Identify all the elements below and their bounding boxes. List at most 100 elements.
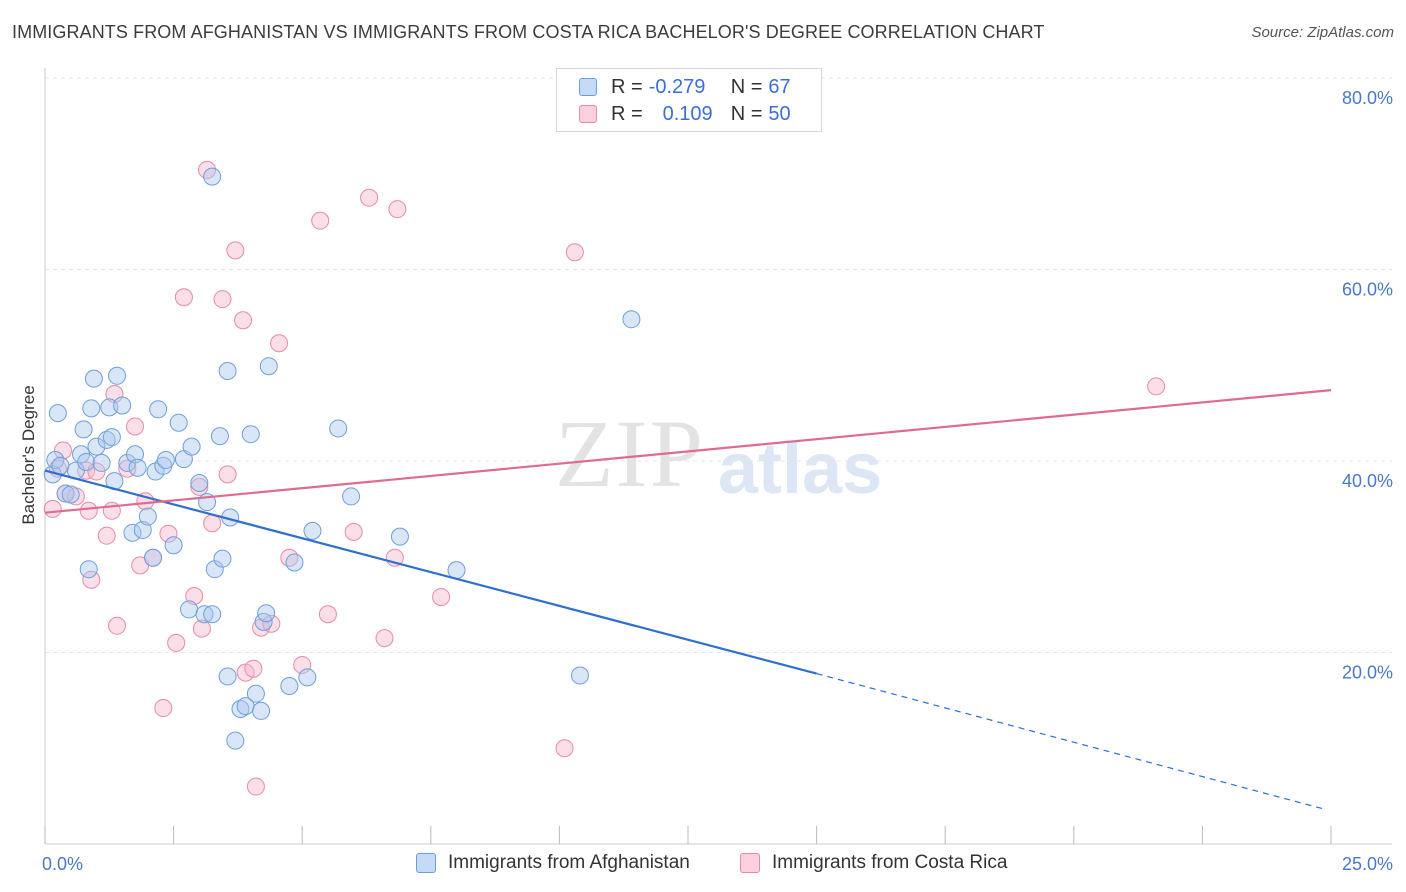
y-tick-label: 60.0% <box>1342 280 1393 300</box>
legend-r-label: R = <box>611 102 643 125</box>
bottom-legend-afghanistan: Immigrants from Afghanistan <box>416 852 690 874</box>
data-point-costa-rica <box>555 739 574 758</box>
data-point-afghanistan <box>226 731 245 750</box>
data-point-afghanistan <box>205 560 224 579</box>
bottom-legend-label: Immigrants from Costa Rica <box>772 852 1008 873</box>
data-point-afghanistan <box>46 451 65 470</box>
bottom-legend-swatch-pink <box>740 853 760 873</box>
y-tick-label: 40.0% <box>1342 471 1393 491</box>
data-point-afghanistan <box>390 527 409 546</box>
y-tick-label: 20.0% <box>1342 663 1393 683</box>
legend-row-costa-rica: R = 0.109 N = 50 <box>579 102 791 126</box>
data-point-afghanistan <box>102 428 121 447</box>
data-point-afghanistan <box>97 430 116 449</box>
data-point-afghanistan <box>133 520 152 539</box>
data-point-costa-rica <box>213 290 232 309</box>
data-point-costa-rica <box>244 659 263 678</box>
data-point-afghanistan <box>74 420 93 439</box>
watermark-zip: ZIP <box>555 400 705 507</box>
data-point-costa-rica <box>192 619 211 638</box>
legend-n-label: N = <box>730 75 763 98</box>
data-point-afghanistan <box>128 458 147 477</box>
data-point-afghanistan <box>180 600 199 619</box>
data-point-afghanistan <box>48 404 67 423</box>
data-point-afghanistan <box>329 419 348 438</box>
data-point-costa-rica <box>246 777 265 796</box>
data-point-costa-rica <box>262 614 281 633</box>
data-point-costa-rica <box>126 417 145 436</box>
legend-swatch-pink <box>579 105 597 123</box>
data-point-costa-rica <box>234 311 253 330</box>
data-point-costa-rica <box>311 211 330 230</box>
data-point-afghanistan <box>210 427 229 446</box>
data-point-afghanistan <box>280 677 299 696</box>
source-label: Source: ZipAtlas.com <box>1251 24 1394 41</box>
data-point-afghanistan <box>195 605 214 624</box>
data-point-costa-rica <box>270 334 289 353</box>
data-point-afghanistan <box>622 310 641 329</box>
data-point-afghanistan <box>82 399 101 418</box>
data-point-afghanistan <box>113 396 132 415</box>
data-point-afghanistan <box>203 605 222 624</box>
data-point-afghanistan <box>303 521 322 540</box>
legend-n-label: N = <box>730 102 763 125</box>
data-point-afghanistan <box>218 667 237 686</box>
bottom-legend-swatch-blue <box>416 853 436 873</box>
legend-r-value: -0.279 <box>648 75 706 98</box>
legend-row-afghanistan: R = -0.279 N = 67 <box>579 75 791 99</box>
data-point-afghanistan <box>51 456 70 475</box>
data-point-afghanistan <box>285 553 304 572</box>
data-point-afghanistan <box>241 425 260 444</box>
data-point-costa-rica <box>344 522 363 541</box>
trend-line-afghanistan-extension <box>816 672 1327 811</box>
trend-line-afghanistan <box>44 469 817 675</box>
data-point-costa-rica <box>280 548 299 567</box>
tick-labels: 20.0% 40.0% 60.0% 80.0% 0.0% 25.0% <box>42 88 1393 874</box>
correlation-legend: R = -0.279 N = 67 R = 0.109 N = 50 <box>556 68 822 132</box>
legend-swatch-blue <box>579 78 597 96</box>
data-point-costa-rica <box>432 587 451 606</box>
series-afghanistan-points <box>43 167 641 750</box>
data-point-costa-rica <box>565 243 584 262</box>
bottom-legend-label: Immigrants from Afghanistan <box>448 852 690 873</box>
data-point-afghanistan <box>123 523 142 542</box>
data-point-costa-rica <box>108 616 127 635</box>
data-point-costa-rica <box>118 459 137 478</box>
watermark-atlas: atlas <box>718 429 883 509</box>
data-point-costa-rica <box>97 526 116 545</box>
bottom-legend-costa-rica: Immigrants from Costa Rica <box>740 852 1007 874</box>
data-point-afghanistan <box>126 445 145 464</box>
data-point-costa-rica <box>388 200 407 219</box>
data-point-costa-rica <box>360 188 379 207</box>
data-point-afghanistan <box>87 437 106 456</box>
data-point-afghanistan <box>203 167 222 186</box>
data-point-afghanistan <box>570 666 589 685</box>
series-costa-rica-points <box>43 160 1166 796</box>
trend-lines <box>44 389 1332 811</box>
data-point-afghanistan <box>108 366 127 385</box>
data-point-afghanistan <box>342 487 361 506</box>
data-point-afghanistan <box>257 604 276 623</box>
data-point-costa-rica <box>190 477 209 496</box>
data-point-afghanistan <box>190 474 209 493</box>
data-point-costa-rica <box>174 288 193 307</box>
data-point-afghanistan <box>164 536 183 555</box>
legend-n-value: 50 <box>768 102 791 125</box>
data-point-costa-rica <box>185 587 204 606</box>
data-point-afghanistan <box>246 684 265 703</box>
data-point-afghanistan <box>447 561 466 580</box>
data-point-afghanistan <box>213 549 232 568</box>
data-point-afghanistan <box>61 485 80 504</box>
data-point-costa-rica <box>79 501 98 520</box>
data-point-costa-rica <box>218 465 237 484</box>
grid-lines <box>45 77 1392 653</box>
data-point-costa-rica <box>159 524 178 543</box>
data-point-afghanistan <box>144 548 163 567</box>
data-point-costa-rica <box>54 441 73 460</box>
data-point-afghanistan <box>169 413 188 432</box>
data-point-afghanistan <box>138 507 157 526</box>
data-point-afghanistan <box>156 451 175 470</box>
data-point-afghanistan <box>79 560 98 579</box>
y-axis-label: Bachelor's Degree <box>19 385 38 524</box>
data-point-afghanistan <box>231 699 250 718</box>
